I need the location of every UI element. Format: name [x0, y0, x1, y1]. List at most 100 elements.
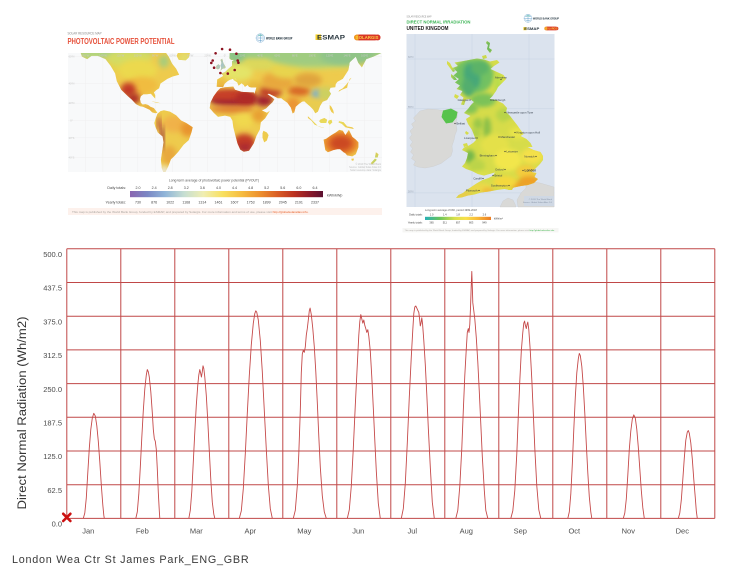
svg-text:Edinburgh: Edinburgh — [493, 98, 506, 102]
svg-text:1314: 1314 — [198, 201, 206, 205]
svg-text:187.5: 187.5 — [43, 419, 62, 428]
svg-text:500.0: 500.0 — [43, 250, 62, 259]
svg-text:SOLARGIS: SOLARGIS — [356, 35, 379, 40]
svg-text:1022: 1022 — [166, 201, 174, 205]
svg-text:2.8: 2.8 — [168, 186, 173, 190]
svg-text:140°E: 140°E — [344, 54, 351, 58]
svg-text:WORLD BANK GROUP: WORLD BANK GROUP — [266, 37, 293, 41]
svg-text:Manchester: Manchester — [501, 135, 516, 139]
svg-text:20°W: 20°W — [204, 54, 211, 58]
svg-text:Daily totals:: Daily totals: — [409, 212, 423, 216]
svg-text:Direct Normal Radiation (Wh/m2: Direct Normal Radiation (Wh/m2) — [17, 316, 29, 509]
svg-text:876: 876 — [151, 201, 157, 205]
svg-text:60°N: 60°N — [69, 55, 75, 59]
svg-text:Daily totals:: Daily totals: — [107, 186, 126, 190]
svg-text:40°S: 40°S — [69, 156, 75, 160]
svg-text:Birmingham: Birmingham — [480, 154, 496, 158]
svg-text:2045: 2045 — [279, 201, 287, 205]
svg-text:Aug: Aug — [460, 527, 473, 536]
svg-text:Long-term average of photovolt: Long-term average of photovoltaic power … — [169, 179, 259, 183]
svg-text:2.2: 2.2 — [469, 212, 473, 216]
svg-text:This map is published by the W: This map is published by the World Bank … — [405, 229, 556, 232]
svg-text:730: 730 — [135, 201, 141, 205]
svg-text:3.2: 3.2 — [184, 186, 189, 190]
svg-text:511: 511 — [443, 220, 448, 224]
svg-text:40°E: 40°E — [257, 54, 263, 58]
svg-text:WORLD BANK GROUP: WORLD BANK GROUP — [533, 17, 559, 21]
svg-text:0.0: 0.0 — [52, 520, 62, 529]
svg-text:20°N: 20°N — [69, 101, 75, 105]
svg-text:Norwich: Norwich — [524, 155, 535, 159]
svg-text:2.6: 2.6 — [483, 212, 487, 216]
svg-text:Nov: Nov — [622, 527, 636, 536]
svg-text:PHOTOVOLTAIC POWER POTENTIAL: PHOTOVOLTAIC POWER POTENTIAL — [68, 37, 175, 46]
svg-text:ESMAP: ESMAP — [524, 27, 540, 31]
svg-text:© 2019 The World Bank: © 2019 The World Bank — [529, 198, 553, 201]
svg-text:80°E: 80°E — [292, 54, 298, 58]
svg-text:kWh/m²: kWh/m² — [494, 217, 503, 221]
svg-text:4.8: 4.8 — [248, 186, 253, 190]
svg-text:949: 949 — [482, 220, 487, 224]
svg-text:Belfast: Belfast — [457, 122, 466, 126]
svg-text:100°E: 100°E — [309, 54, 316, 58]
svg-text:Leicester: Leicester — [507, 150, 518, 154]
svg-text:1461: 1461 — [215, 201, 223, 205]
svg-text:© 2019 The World Bank: © 2019 The World Bank — [356, 163, 382, 166]
svg-text:1753: 1753 — [247, 201, 255, 205]
svg-text:1.8: 1.8 — [456, 212, 460, 216]
svg-text:London: London — [525, 169, 537, 173]
svg-text:60°E: 60°E — [274, 54, 280, 58]
svg-text:Kingston upon Hull: Kingston upon Hull — [517, 131, 541, 135]
svg-text:437.5: 437.5 — [43, 284, 62, 293]
svg-text:2191: 2191 — [295, 201, 303, 205]
svg-text:Jun: Jun — [352, 527, 364, 536]
svg-text:160°W: 160°W — [81, 54, 89, 58]
svg-text:This map is published by the W: This map is published by the World Bank … — [72, 210, 309, 214]
svg-text:Apr: Apr — [244, 527, 256, 536]
svg-text:Aberdeen: Aberdeen — [495, 75, 508, 79]
svg-text:Feb: Feb — [136, 527, 149, 536]
svg-text:Sep: Sep — [514, 527, 527, 536]
svg-text:5.2: 5.2 — [264, 186, 269, 190]
svg-text:0°: 0° — [224, 54, 226, 58]
svg-text:312.5: 312.5 — [43, 351, 62, 360]
svg-text:20°E: 20°E — [240, 54, 246, 58]
svg-text:Oct: Oct — [568, 527, 581, 536]
svg-text:Source: Global Solar Atlas 2.0: Source: Global Solar Atlas 2.0 — [349, 166, 382, 169]
svg-text:Bristol: Bristol — [495, 174, 503, 178]
svg-text:20°S: 20°S — [69, 136, 75, 140]
svg-text:120°E: 120°E — [326, 54, 333, 58]
svg-text:40°N: 40°N — [69, 82, 75, 86]
svg-text:Cardiff: Cardiff — [473, 177, 481, 181]
svg-text:657: 657 — [456, 220, 461, 224]
svg-text:Yearly totals:: Yearly totals: — [408, 220, 423, 224]
svg-text:40°W: 40°W — [187, 54, 194, 58]
svg-text:250.0: 250.0 — [43, 385, 62, 394]
svg-text:60°W: 60°W — [170, 54, 177, 58]
svg-text:80°W: 80°W — [152, 54, 159, 58]
svg-text:Jul: Jul — [408, 527, 418, 536]
svg-text:Newcastle upon Tyne: Newcastle upon Tyne — [507, 111, 534, 115]
svg-text:UNITED KINGDOM: UNITED KINGDOM — [407, 26, 449, 32]
svg-text:100°W: 100°W — [134, 54, 142, 58]
svg-text:375.0: 375.0 — [43, 317, 62, 326]
svg-text:SOLAR RESOURCE MAP: SOLAR RESOURCE MAP — [407, 15, 432, 19]
svg-text:Plymouth: Plymouth — [466, 189, 478, 193]
svg-text:May: May — [297, 527, 311, 536]
svg-text:1168: 1168 — [182, 201, 190, 205]
svg-text:6.0: 6.0 — [296, 186, 301, 190]
svg-text:Solar resource data: Solargis: Solar resource data: Solargis — [350, 169, 382, 172]
svg-text:50°N: 50°N — [408, 190, 414, 193]
svg-text:SOLARGIS: SOLARGIS — [546, 27, 558, 30]
svg-text:2.4: 2.4 — [152, 186, 157, 190]
svg-text:Yearly totals:: Yearly totals: — [106, 201, 126, 205]
svg-text:kWh/kWp: kWh/kWp — [327, 194, 342, 198]
svg-text:140°W: 140°W — [99, 54, 107, 58]
svg-text:DIRECT NORMAL IRRADIATION: DIRECT NORMAL IRRADIATION — [407, 19, 471, 24]
svg-text:4.4: 4.4 — [232, 186, 237, 190]
svg-text:60°N: 60°N — [408, 56, 414, 59]
svg-text:2337: 2337 — [311, 201, 319, 205]
svg-text:0°: 0° — [70, 119, 72, 123]
svg-text:803: 803 — [469, 220, 474, 224]
svg-text:Southampton: Southampton — [491, 184, 508, 188]
